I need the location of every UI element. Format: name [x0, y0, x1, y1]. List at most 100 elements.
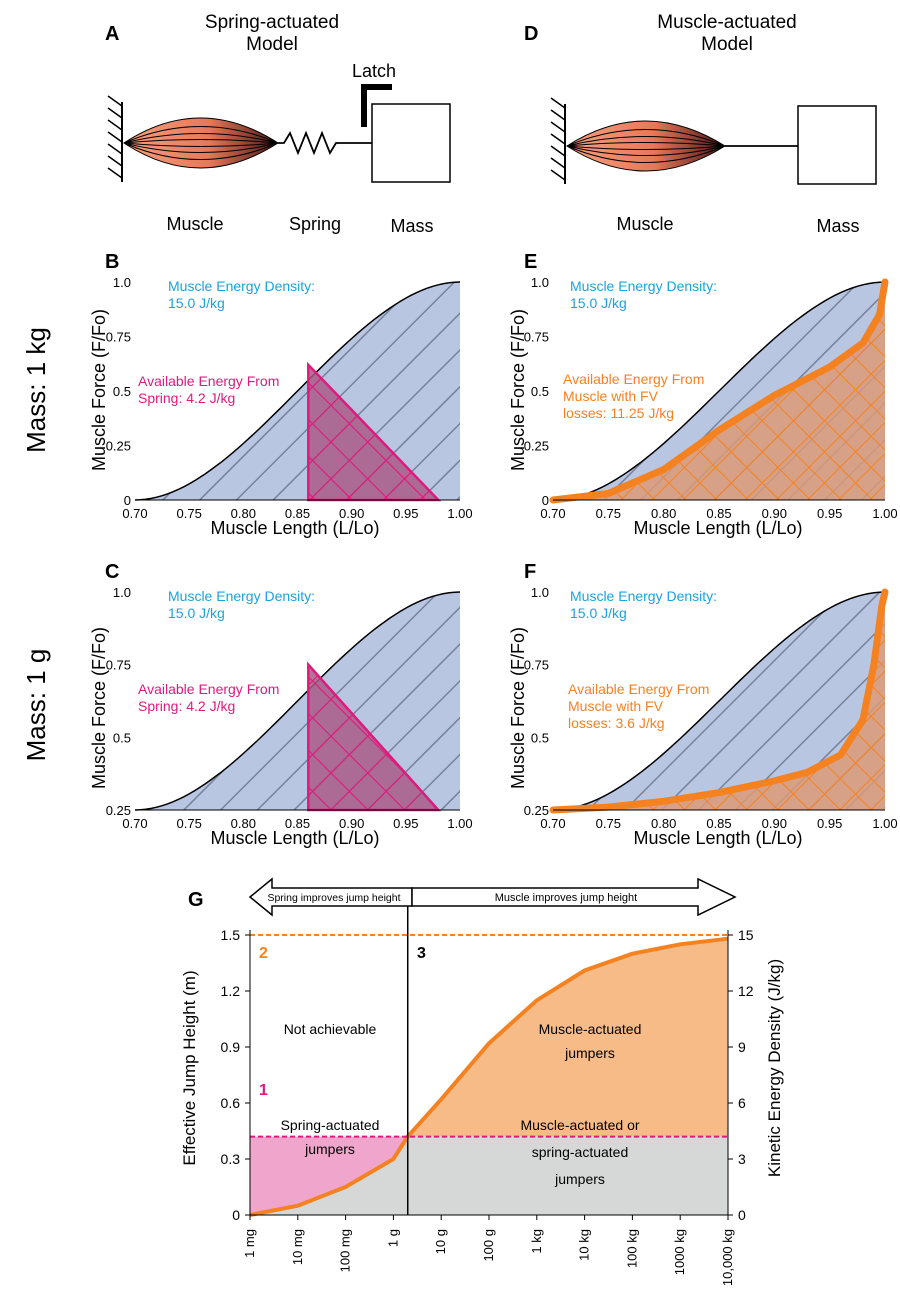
y-tick-label: 1.0 — [113, 275, 131, 290]
available-energy-value: losses: 11.25 J/kg — [563, 405, 674, 421]
spring-region — [250, 1136, 408, 1215]
chart-panel-c: C 0.70 0.75 0.80 0.85 0.90 0.95 1.00 0.250.50.… — [89, 561, 473, 848]
y-tick-label: 0 — [232, 1207, 240, 1223]
energy-density-label: Muscle Energy Density: — [168, 278, 315, 294]
mass-box — [797, 105, 877, 185]
x-tick-label: 1000 kg — [672, 1229, 687, 1275]
y-tick-label: 0.75 — [106, 330, 131, 345]
x-tick-label: 10,000 kg — [720, 1229, 735, 1286]
y-tick-label: 0.9 — [221, 1039, 241, 1055]
y-tick-label: 1.0 — [531, 585, 549, 600]
row-label-1kg: Mass: 1 kg — [21, 327, 51, 453]
x-tick-label: 0.95 — [817, 816, 842, 831]
either-region — [250, 1136, 728, 1215]
y-tick-labels: 0.25 0.5 0.75 1.0 — [106, 585, 131, 818]
x-tick-label: 1.00 — [447, 506, 472, 521]
schematic-title-line2: Model — [701, 34, 753, 55]
x-tick-label: 1 kg — [529, 1229, 544, 1254]
y-tick-label: 0.25 — [524, 803, 549, 818]
panel-label: B — [105, 251, 119, 273]
row-label-1g: Mass: 1 g — [21, 649, 51, 762]
x-tick-label: 1.00 — [872, 506, 897, 521]
arrow-left-text: Spring improves jump height — [267, 892, 400, 904]
y-tick-label: 0.6 — [221, 1095, 241, 1111]
x-tick-label: 0.95 — [393, 816, 418, 831]
y-tick-label: 0.5 — [531, 384, 549, 399]
y-tick-label: 0.25 — [524, 439, 549, 454]
marker-1: 1 — [259, 1082, 268, 1099]
x-tick-label: 0.90 — [339, 506, 364, 521]
x-tick-labels: 0.70 0.75 0.80 0.85 0.90 0.95 1.00 — [540, 506, 897, 521]
y-tick-labels: 0.25 0.5 0.75 1.0 — [524, 585, 549, 818]
y-right-tick-label: 12 — [738, 983, 754, 999]
panel-label: F — [524, 561, 536, 583]
x-tick-labels: 0.70 0.75 0.80 0.85 0.90 0.95 1.00 — [540, 816, 897, 831]
y-tick-label: 0.3 — [221, 1151, 241, 1167]
x-tick-label: 0.85 — [285, 506, 310, 521]
available-energy-value: Spring: 4.2 J/kg — [138, 390, 235, 406]
x-tick-label: 0.75 — [177, 816, 202, 831]
region-not-achievable: Not achievable — [284, 1021, 377, 1037]
available-energy-label: Available Energy From — [138, 681, 279, 697]
x-axis-label: Muscle Length (L/Lo) — [633, 828, 802, 848]
y-right-tick-label: 3 — [738, 1151, 746, 1167]
x-tick-label: 0.70 — [122, 506, 147, 521]
y-tick-label: 0.75 — [524, 658, 549, 673]
y-tick-label: 0 — [124, 493, 131, 508]
energy-density-value: 15.0 J/kg — [570, 605, 627, 621]
x-tick-label: 0.80 — [231, 506, 256, 521]
fv-curve — [549, 278, 889, 504]
available-energy-line2: Muscle with FV — [563, 388, 659, 404]
y-axis-label: Muscle Force (F/Fo) — [508, 309, 528, 471]
x-tick-labels: 0.70 0.75 0.80 0.85 0.90 0.95 1.00 — [122, 816, 472, 831]
x-axis-label: Muscle Length (L/Lo) — [633, 518, 802, 538]
available-energy-value: losses: 3.6 J/kg — [568, 715, 665, 731]
spring-icon — [278, 130, 345, 156]
x-axis-label: Muscle Length (L/Lo) — [210, 518, 379, 538]
y-tick-labels: 0 0.25 0.5 0.75 1.0 — [106, 275, 131, 508]
y-tick-label: 0 — [542, 493, 549, 508]
x-tick-label: 0.75 — [596, 506, 621, 521]
x-tick-label: 10 g — [433, 1229, 448, 1254]
x-tick-label: 0.80 — [651, 816, 676, 831]
fv-energy-hatch — [553, 592, 885, 810]
arrow-right-text: Muscle improves jump height — [495, 892, 637, 904]
x-tick-label: 1 g — [385, 1229, 400, 1247]
force-length-curve — [134, 281, 461, 501]
y-right-tick-label: 6 — [738, 1095, 746, 1111]
y-right-tick-label: 0 — [738, 1207, 746, 1223]
y-tick-label: 1.0 — [531, 275, 549, 290]
x-tick-label: 0.75 — [596, 816, 621, 831]
latch-label: Latch — [352, 61, 396, 81]
region-muscle-line1: Muscle-actuated — [539, 1021, 642, 1037]
region-muscle-line2: jumpers — [564, 1045, 615, 1061]
x-tick-label: 0.70 — [540, 506, 565, 521]
x-tick-labels: 1 mg 10 mg 100 mg 1 g 10 g 100 g 1 kg 10 kg 100 … — [242, 1215, 735, 1286]
y-tick-label: 1.2 — [221, 983, 241, 999]
x-tick-label: 0.85 — [706, 816, 731, 831]
y-tick-labels: 0 0.25 0.5 0.75 1.0 — [524, 275, 549, 508]
x-tick-label: 1 mg — [242, 1229, 257, 1258]
spring-energy-hatch — [308, 364, 439, 500]
available-energy-label: Available Energy From — [568, 681, 709, 697]
spring-energy-hatch — [308, 664, 439, 810]
y-tick-label: 1.0 — [113, 585, 131, 600]
x-tick-label: 0.70 — [540, 816, 565, 831]
muscle-icon — [123, 117, 279, 169]
x-tick-label: 1.00 — [872, 816, 897, 831]
muscle-icon — [566, 120, 726, 172]
y-right-tick-label: 9 — [738, 1039, 746, 1055]
x-tick-label: 0.90 — [762, 816, 787, 831]
x-tick-label: 0.90 — [762, 506, 787, 521]
energy-density-value: 15.0 J/kg — [570, 295, 627, 311]
panel-label: C — [105, 561, 119, 583]
y-axis-label: Muscle Force (F/Fo) — [89, 309, 109, 471]
schematic-title-line2: Model — [246, 34, 298, 55]
region-either-line2: spring-actuated — [532, 1144, 629, 1160]
region-spring-line1: Spring-actuated — [281, 1117, 380, 1133]
x-tick-label: 0.90 — [339, 816, 364, 831]
x-tick-label: 0.80 — [231, 816, 256, 831]
panel-label-a: A — [105, 23, 119, 45]
y-tick-label: 0.25 — [106, 439, 131, 454]
